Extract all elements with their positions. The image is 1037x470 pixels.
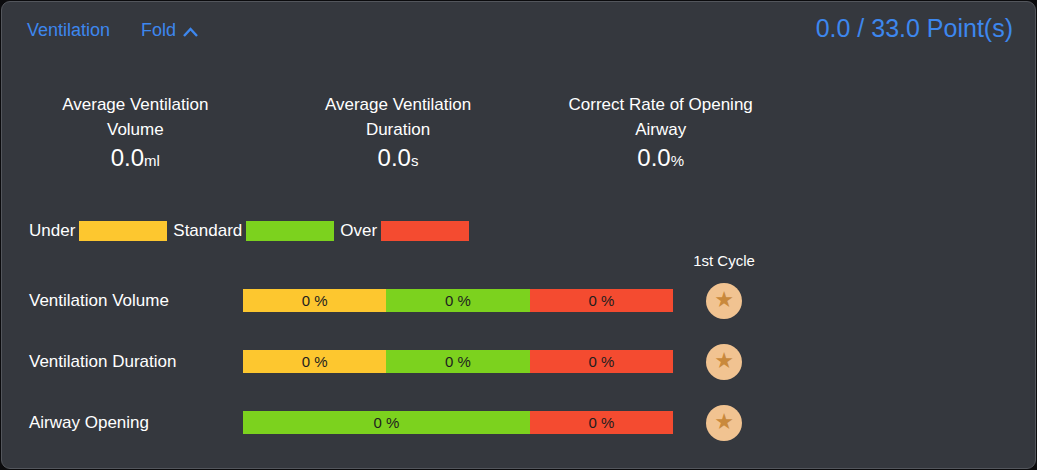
stacked-bar: 0 %0 %0 % <box>243 289 673 312</box>
badge-column: ★ <box>673 283 775 319</box>
stat-average-ventilation-duration: Average Ventilation Duration 0.0s <box>267 92 530 172</box>
stacked-bar: 0 %0 % <box>243 411 673 434</box>
legend-label-over: Over <box>340 221 377 241</box>
star-icon: ★ <box>714 289 734 313</box>
bar-segment-under: 0 % <box>243 289 386 312</box>
bar-row: Airway Opening0 %0 %★ <box>2 392 1035 453</box>
stat-label: Correct Rate of Opening Airway <box>529 92 792 142</box>
star-icon: ★ <box>714 411 734 435</box>
legend-swatch-over <box>381 221 469 241</box>
stat-label: Average Ventilation Volume <box>4 92 267 142</box>
points-score: 0.0 / 33.0 Point(s) <box>816 14 1013 43</box>
star-badge: ★ <box>706 283 742 319</box>
bar-rows: Ventilation Volume0 %0 %0 %★Ventilation … <box>2 270 1035 453</box>
legend-label-standard: Standard <box>173 221 242 241</box>
bar-row: Ventilation Volume0 %0 %0 %★ <box>2 270 1035 331</box>
stats-row: Average Ventilation Volume 0.0ml Average… <box>4 92 792 172</box>
legend-label-under: Under <box>29 221 75 241</box>
row-label: Ventilation Duration <box>2 352 243 372</box>
stat-correct-rate-opening-airway: Correct Rate of Opening Airway 0.0% <box>529 92 792 172</box>
stat-unit: ml <box>144 152 160 169</box>
bar-segment-over: 0 % <box>530 289 673 312</box>
stat-value: 0.0s <box>267 144 530 172</box>
bar-segment-standard: 0 % <box>386 289 530 312</box>
panel-title[interactable]: Ventilation <box>27 20 110 41</box>
star-icon: ★ <box>714 350 734 374</box>
panel-header: Ventilation Fold <box>27 20 199 41</box>
row-label: Airway Opening <box>2 413 243 433</box>
bar-segment-over: 0 % <box>530 411 673 434</box>
fold-toggle[interactable]: Fold <box>141 20 199 41</box>
stat-unit: % <box>671 152 684 169</box>
stat-label: Average Ventilation Duration <box>267 92 530 142</box>
star-badge: ★ <box>706 344 742 380</box>
stat-unit: s <box>411 152 419 169</box>
stat-average-ventilation-volume: Average Ventilation Volume 0.0ml <box>4 92 267 172</box>
chevron-up-icon <box>182 26 199 38</box>
stat-value: 0.0% <box>529 144 792 172</box>
legend: Under Standard Over <box>29 221 475 241</box>
legend-swatch-standard <box>246 221 334 241</box>
bar-segment-under: 0 % <box>243 350 386 373</box>
row-label: Ventilation Volume <box>2 291 243 311</box>
stacked-bar: 0 %0 %0 % <box>243 350 673 373</box>
bar-segment-standard: 0 % <box>243 411 530 434</box>
stat-value: 0.0ml <box>4 144 267 172</box>
cycle-column-header: 1st Cycle <box>673 252 775 269</box>
badge-column: ★ <box>673 405 775 441</box>
bar-segment-standard: 0 % <box>386 350 530 373</box>
badge-column: ★ <box>673 344 775 380</box>
bar-segment-over: 0 % <box>530 350 673 373</box>
fold-label: Fold <box>141 20 176 41</box>
legend-swatch-under <box>79 221 167 241</box>
bar-row: Ventilation Duration0 %0 %0 %★ <box>2 331 1035 392</box>
star-badge: ★ <box>706 405 742 441</box>
ventilation-panel: Ventilation Fold 0.0 / 33.0 Point(s) Ave… <box>1 1 1036 469</box>
